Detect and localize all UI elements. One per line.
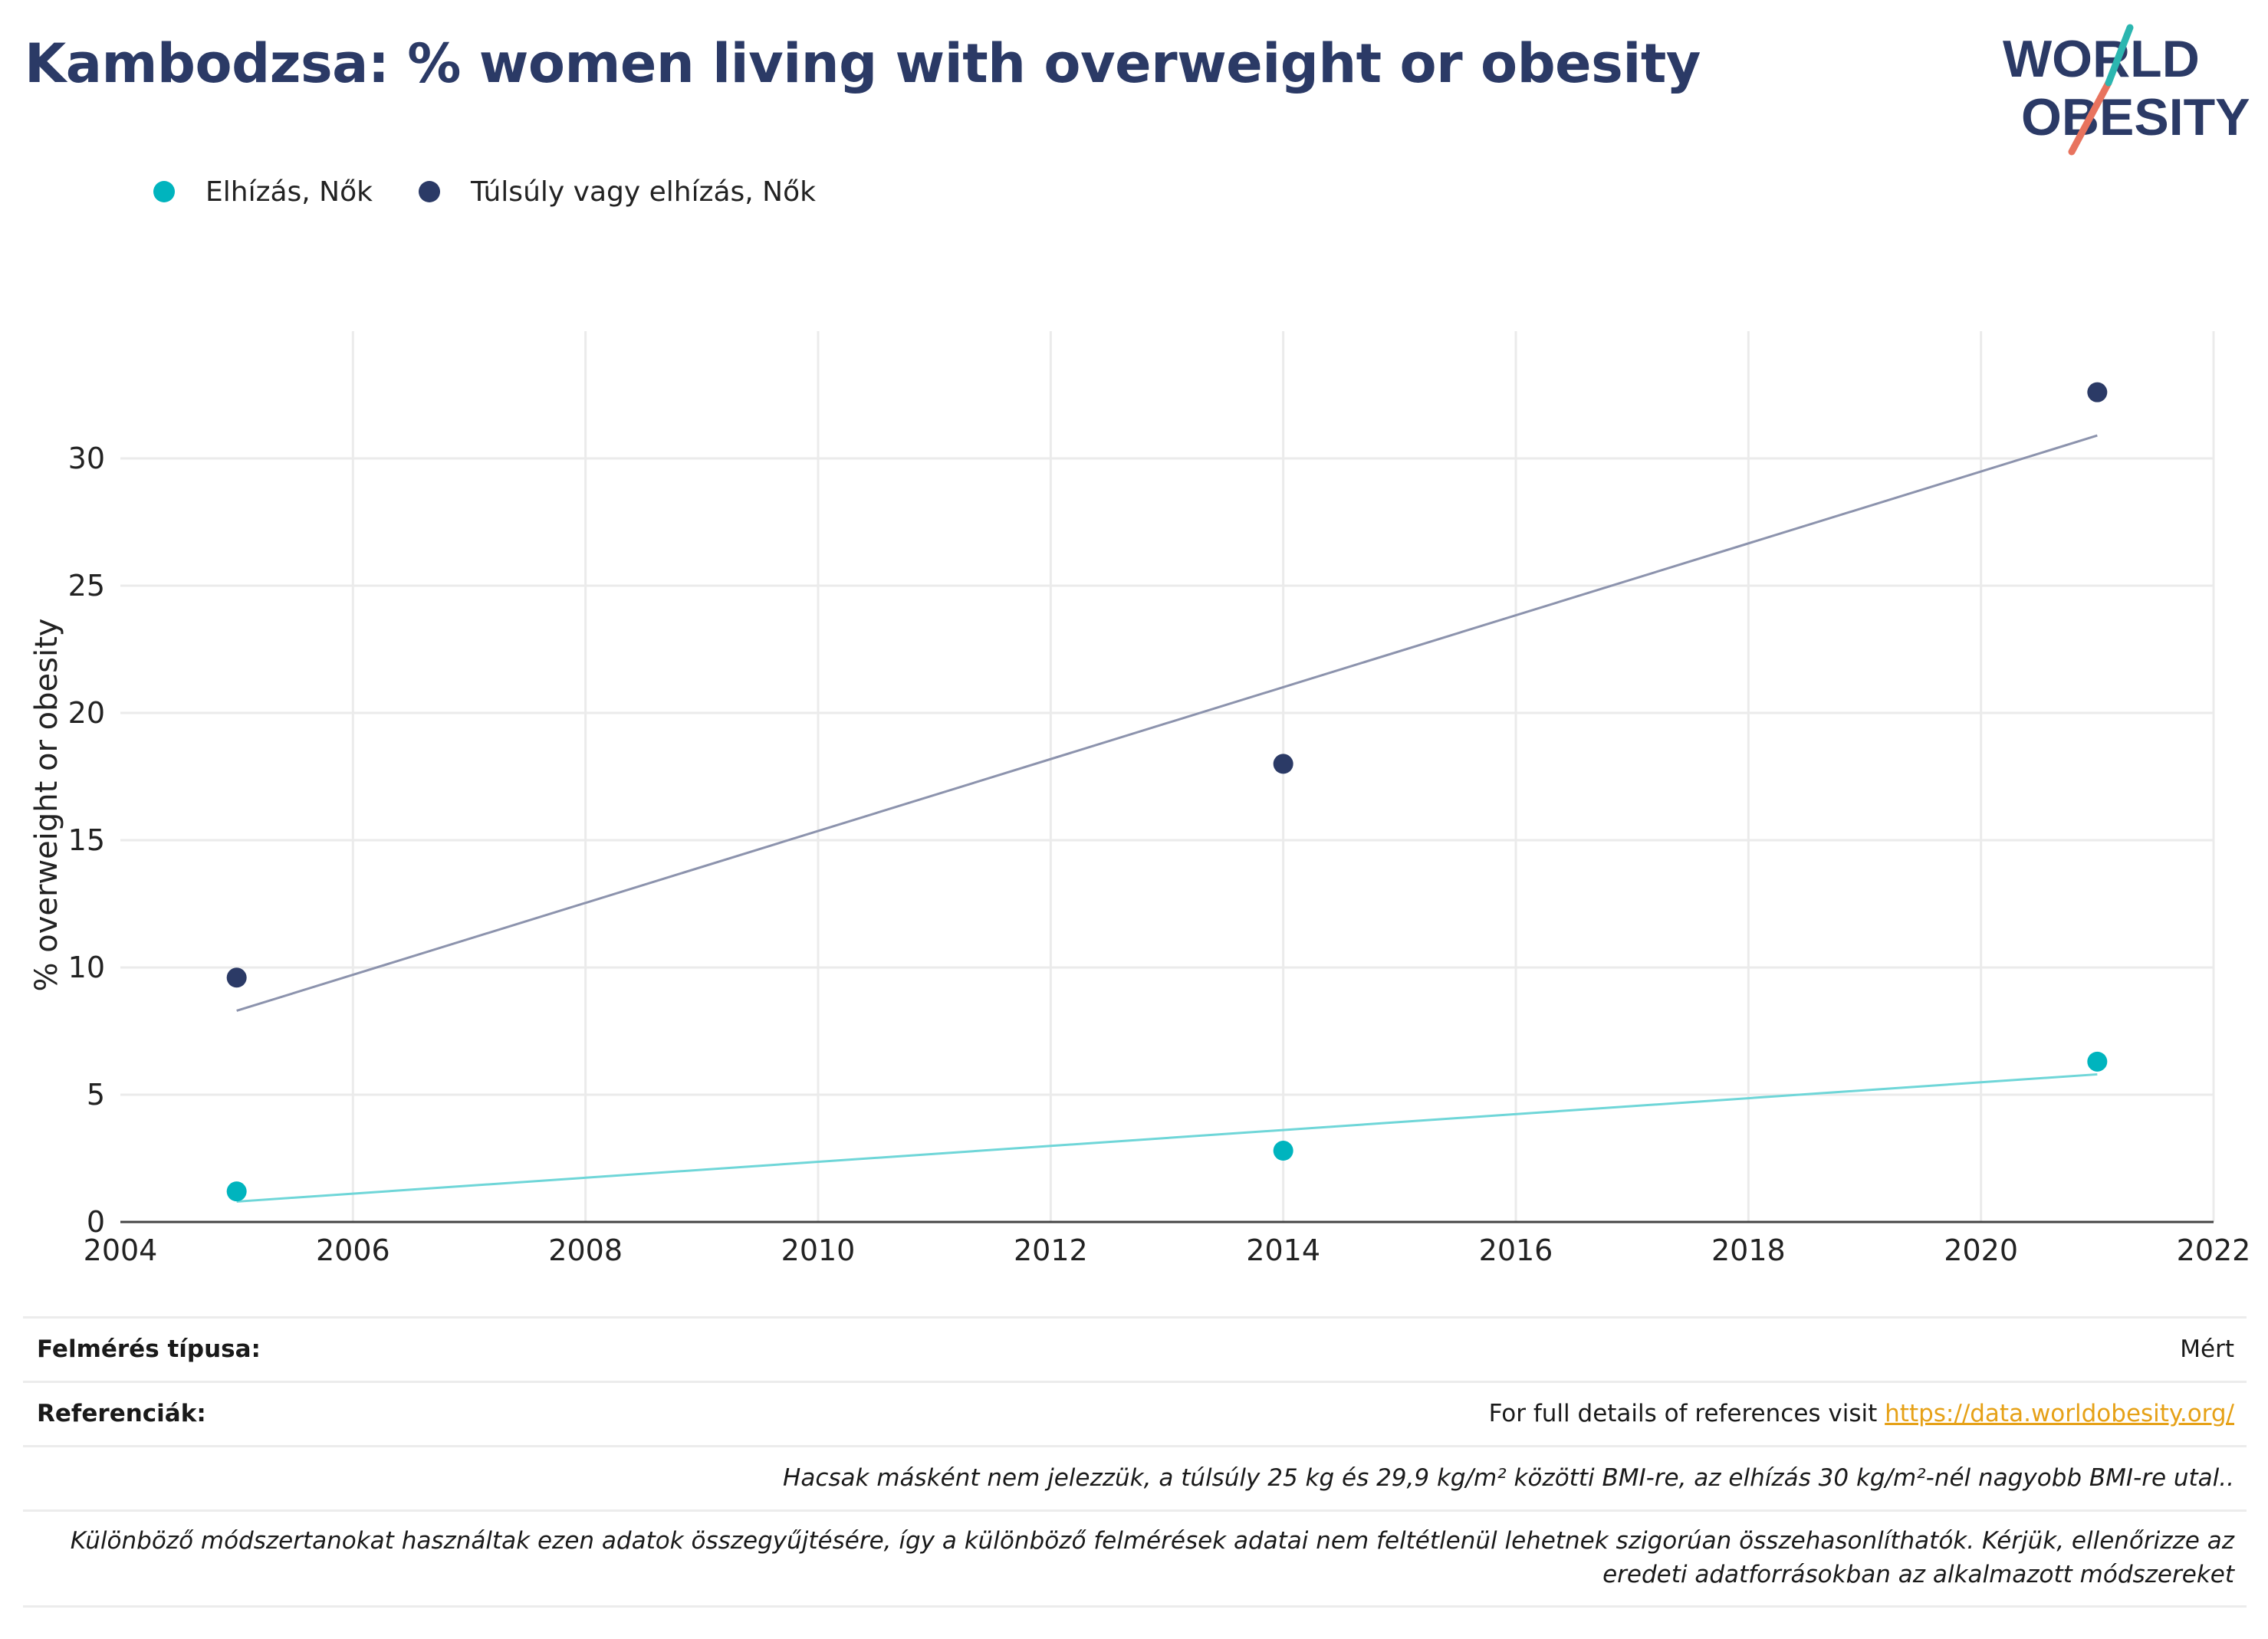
logo-line1: WORLD bbox=[2003, 30, 2200, 88]
scatter-chart: 2004 2006 2008 2010 2012 2014 2016 2018 2020 2022… bbox=[29, 331, 2251, 1267]
references-text: For full details of references visit bbox=[1488, 1400, 1885, 1427]
x-tick-label-2006: 2006 bbox=[316, 1233, 390, 1267]
y-tick-label-10: 10 bbox=[68, 951, 105, 984]
y-tick-label-0: 0 bbox=[87, 1205, 105, 1239]
data-point-series-1-2021 bbox=[2087, 382, 2108, 402]
x-tick-label-2014: 2014 bbox=[1246, 1233, 1320, 1267]
note-row-1: Hacsak másként nem jelezzük, a túlsúly 2… bbox=[23, 1445, 2247, 1509]
trend-lines bbox=[236, 434, 2098, 1203]
legend-label-overweight: Túlsúly vagy elhízás, Nők bbox=[470, 176, 816, 208]
references-link[interactable]: https://data.worldobesity.org/ bbox=[1885, 1400, 2234, 1427]
y-tick-label-30: 30 bbox=[68, 442, 105, 475]
survey-type-value: Mért bbox=[2180, 1335, 2234, 1363]
chart-axes: 2004 2006 2008 2010 2012 2014 2016 2018 2020 2022… bbox=[68, 442, 2251, 1267]
references-value: For full details of references visit htt… bbox=[1489, 1400, 2234, 1427]
logo-slash-lower bbox=[2068, 79, 2112, 156]
y-tick-label-15: 15 bbox=[68, 823, 105, 857]
x-tick-label-2022: 2022 bbox=[2177, 1233, 2251, 1267]
bmi-definition-note: Hacsak másként nem jelezzük, a túlsúly 2… bbox=[783, 1464, 2234, 1492]
x-tick-label-2016: 2016 bbox=[1479, 1233, 1553, 1267]
logo-slash-upper bbox=[2105, 24, 2134, 87]
logo-line2: OBESITY bbox=[2021, 88, 2250, 146]
x-tick-label-2010: 2010 bbox=[781, 1233, 856, 1267]
page-title: Kambodzsa: % women living with overweigh… bbox=[25, 32, 1701, 95]
info-table: Felmérés típusa: Mért Referenciák: For f… bbox=[23, 1316, 2247, 1608]
data-point-series-1-2014 bbox=[1273, 754, 1293, 774]
data-point-series-0-2005 bbox=[226, 1181, 247, 1202]
legend: Elhízás, Nők Túlsúly vagy elhízás, Nők bbox=[153, 170, 862, 213]
survey-type-row: Felmérés típusa: Mért bbox=[23, 1316, 2247, 1381]
trend-line-series-0 bbox=[236, 1072, 2098, 1203]
data-points bbox=[226, 382, 2108, 1202]
note-row-2: Különböző módszertanokat használtak ezen… bbox=[23, 1509, 2247, 1608]
x-tick-label-2008: 2008 bbox=[548, 1233, 623, 1267]
y-tick-label-5: 5 bbox=[87, 1078, 105, 1112]
x-tick-label-2018: 2018 bbox=[1711, 1233, 1786, 1267]
methodology-note: Különböző módszertanokat használtak ezen… bbox=[70, 1527, 2234, 1588]
y-tick-label-20: 20 bbox=[68, 696, 105, 730]
data-point-series-0-2014 bbox=[1273, 1141, 1293, 1161]
y-axis-title: % overweight or obesity bbox=[29, 619, 64, 992]
x-tick-label-2020: 2020 bbox=[1944, 1233, 2018, 1267]
references-label: Referenciák: bbox=[37, 1400, 206, 1427]
data-point-series-1-2005 bbox=[226, 967, 247, 988]
legend-marker-overweight bbox=[418, 181, 440, 202]
chart-grid bbox=[120, 331, 2215, 1222]
y-tick-label-25: 25 bbox=[68, 569, 105, 603]
legend-marker-obesity bbox=[153, 181, 175, 202]
x-tick-label-2012: 2012 bbox=[1014, 1233, 1088, 1267]
data-point-series-0-2021 bbox=[2087, 1051, 2108, 1072]
x-tick-label-2004: 2004 bbox=[84, 1233, 158, 1267]
legend-label-obesity: Elhízás, Nők bbox=[205, 176, 373, 208]
legend-item-overweight[interactable]: Túlsúly vagy elhízás, Nők bbox=[418, 176, 816, 208]
trend-line-series-1 bbox=[236, 434, 2098, 1012]
references-row: Referenciák: For full details of referen… bbox=[23, 1381, 2247, 1445]
survey-type-label: Felmérés típusa: bbox=[37, 1335, 261, 1363]
world-obesity-logo: WORLD OBESITY bbox=[2003, 24, 2250, 156]
legend-item-obesity[interactable]: Elhízás, Nők bbox=[153, 176, 373, 208]
